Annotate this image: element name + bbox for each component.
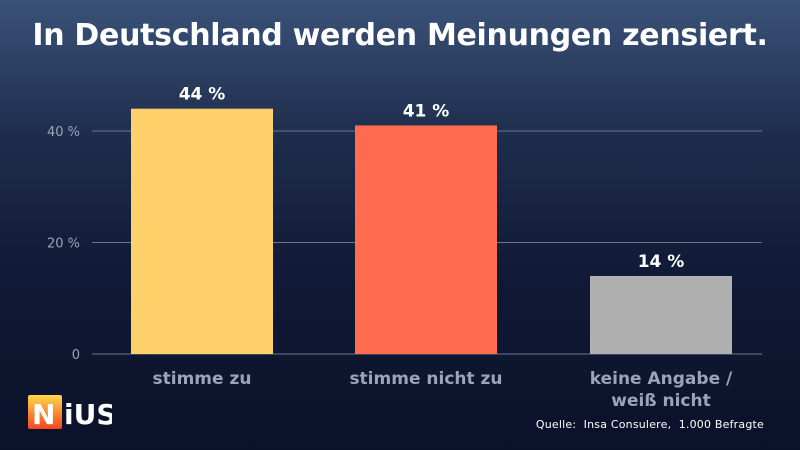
- bar-value-label: 44 %: [179, 85, 226, 105]
- x-category-label: keine Angabe /: [590, 369, 733, 389]
- y-tick-label: 40 %: [47, 125, 80, 140]
- bar-value-label: 14 %: [638, 252, 685, 272]
- nius-logo: N iUS: [28, 395, 112, 429]
- x-category-label: stimme nicht zu: [349, 369, 502, 389]
- bar: [355, 125, 497, 354]
- bar: [131, 109, 273, 354]
- bar-value-label: 41 %: [403, 101, 450, 121]
- x-category-label: weiß nicht: [611, 391, 710, 411]
- bar-chart: 0 20 % 40 % 44 % stimme zu 41 % stimme nicht z…: [0, 0, 800, 450]
- source-note: Quelle: Insa Consulere, 1.000 Befragte: [536, 418, 764, 431]
- logo-letters-ius: iUS: [64, 398, 112, 429]
- y-tick-label: 0: [72, 348, 80, 363]
- logo-letter-n: N: [32, 398, 55, 429]
- x-category-label: stimme zu: [153, 369, 252, 389]
- bar: [590, 276, 732, 354]
- y-tick-label: 20 %: [47, 237, 80, 252]
